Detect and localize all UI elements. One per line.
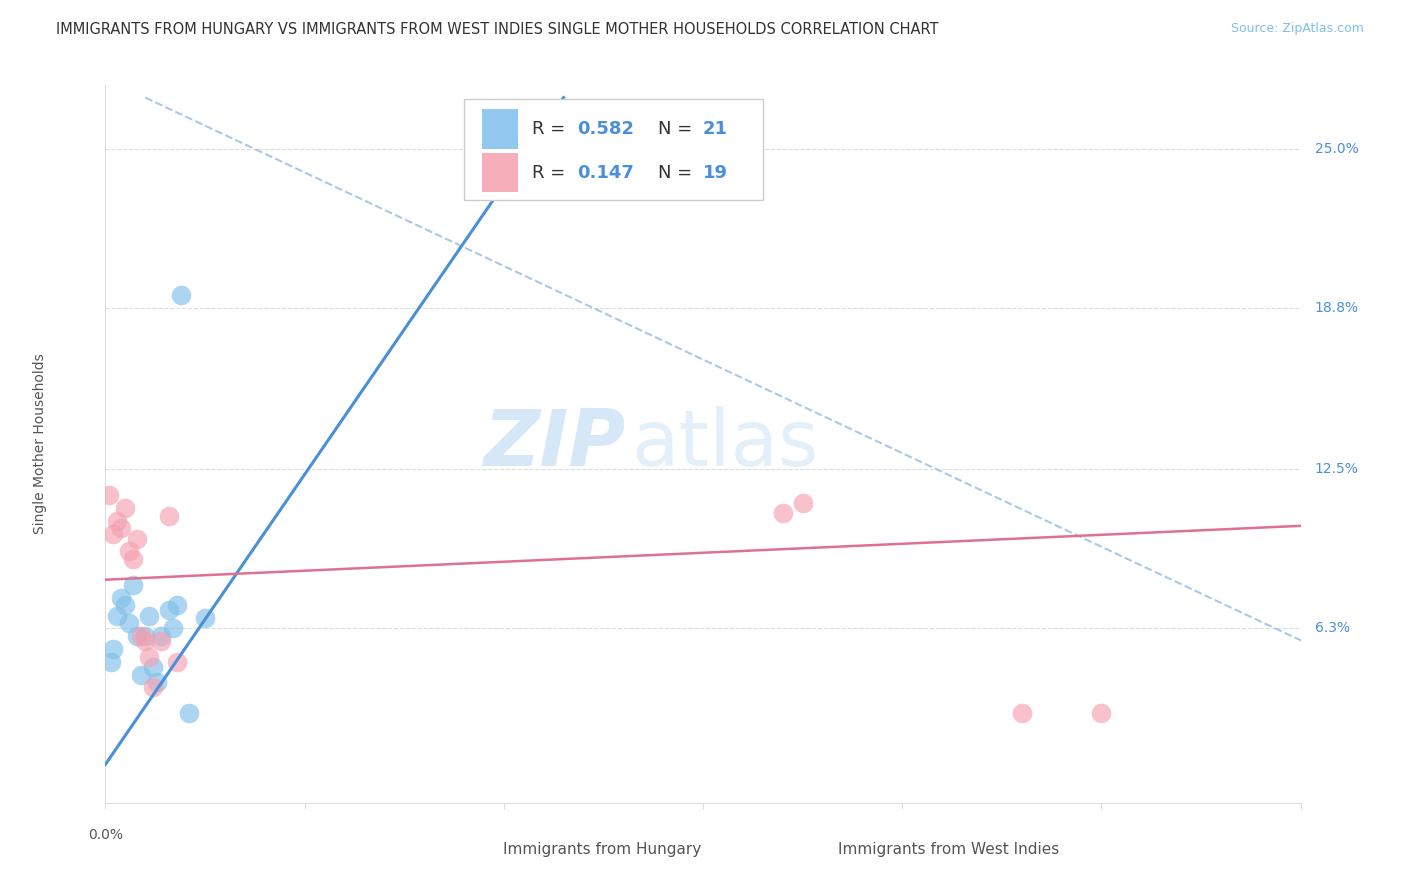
- Point: [134, 629, 156, 643]
- Point: [138, 608, 160, 623]
- Text: Single Mother Households: Single Mother Households: [32, 353, 46, 534]
- Text: 21: 21: [703, 120, 728, 138]
- Point: [122, 578, 145, 592]
- Point: [110, 591, 132, 605]
- Text: R =: R =: [531, 164, 571, 182]
- Text: Immigrants from Hungary: Immigrants from Hungary: [503, 842, 702, 857]
- Text: 25.0%: 25.0%: [1315, 142, 1358, 156]
- Text: Immigrants from West Indies: Immigrants from West Indies: [838, 842, 1059, 857]
- Point: [127, 629, 149, 643]
- Point: [122, 552, 145, 566]
- Text: 0.582: 0.582: [578, 120, 634, 138]
- Point: [157, 508, 180, 523]
- Text: ZIP: ZIP: [484, 406, 626, 482]
- Point: [166, 655, 188, 669]
- FancyBboxPatch shape: [464, 99, 762, 200]
- Point: [118, 616, 141, 631]
- Point: [114, 599, 136, 613]
- Point: [772, 506, 794, 520]
- Point: [146, 675, 169, 690]
- Text: atlas: atlas: [631, 406, 818, 482]
- Point: [142, 660, 165, 674]
- Point: [129, 667, 153, 681]
- Point: [166, 599, 188, 613]
- Text: 19: 19: [703, 164, 728, 182]
- Point: [612, 147, 634, 161]
- Point: [150, 634, 173, 648]
- Point: [103, 526, 125, 541]
- Point: [134, 634, 156, 648]
- Text: 0.147: 0.147: [578, 164, 634, 182]
- Point: [138, 649, 160, 664]
- Bar: [458, 837, 496, 865]
- Point: [114, 500, 136, 515]
- Point: [792, 496, 814, 510]
- Text: N =: N =: [658, 164, 697, 182]
- Point: [100, 655, 122, 669]
- Text: 6.3%: 6.3%: [1315, 622, 1350, 635]
- Bar: [482, 109, 517, 149]
- Point: [1090, 706, 1112, 720]
- Point: [157, 603, 180, 617]
- Point: [107, 608, 129, 623]
- Point: [162, 621, 184, 635]
- Bar: [482, 153, 517, 193]
- Point: [150, 629, 173, 643]
- Point: [142, 681, 165, 695]
- Point: [98, 488, 121, 502]
- Bar: [793, 837, 831, 865]
- Point: [1011, 706, 1033, 720]
- Point: [177, 706, 201, 720]
- Text: Source: ZipAtlas.com: Source: ZipAtlas.com: [1230, 22, 1364, 36]
- Text: 12.5%: 12.5%: [1315, 462, 1358, 476]
- Text: R =: R =: [531, 120, 571, 138]
- Point: [110, 521, 132, 535]
- Point: [170, 288, 193, 302]
- Point: [129, 629, 153, 643]
- Text: 18.8%: 18.8%: [1315, 301, 1360, 315]
- Text: IMMIGRANTS FROM HUNGARY VS IMMIGRANTS FROM WEST INDIES SINGLE MOTHER HOUSEHOLDS : IMMIGRANTS FROM HUNGARY VS IMMIGRANTS FR…: [56, 22, 939, 37]
- Point: [107, 514, 129, 528]
- Text: 0.0%: 0.0%: [89, 828, 122, 842]
- Point: [118, 544, 141, 558]
- Point: [194, 611, 217, 625]
- Point: [127, 532, 149, 546]
- Text: N =: N =: [658, 120, 697, 138]
- Point: [103, 642, 125, 657]
